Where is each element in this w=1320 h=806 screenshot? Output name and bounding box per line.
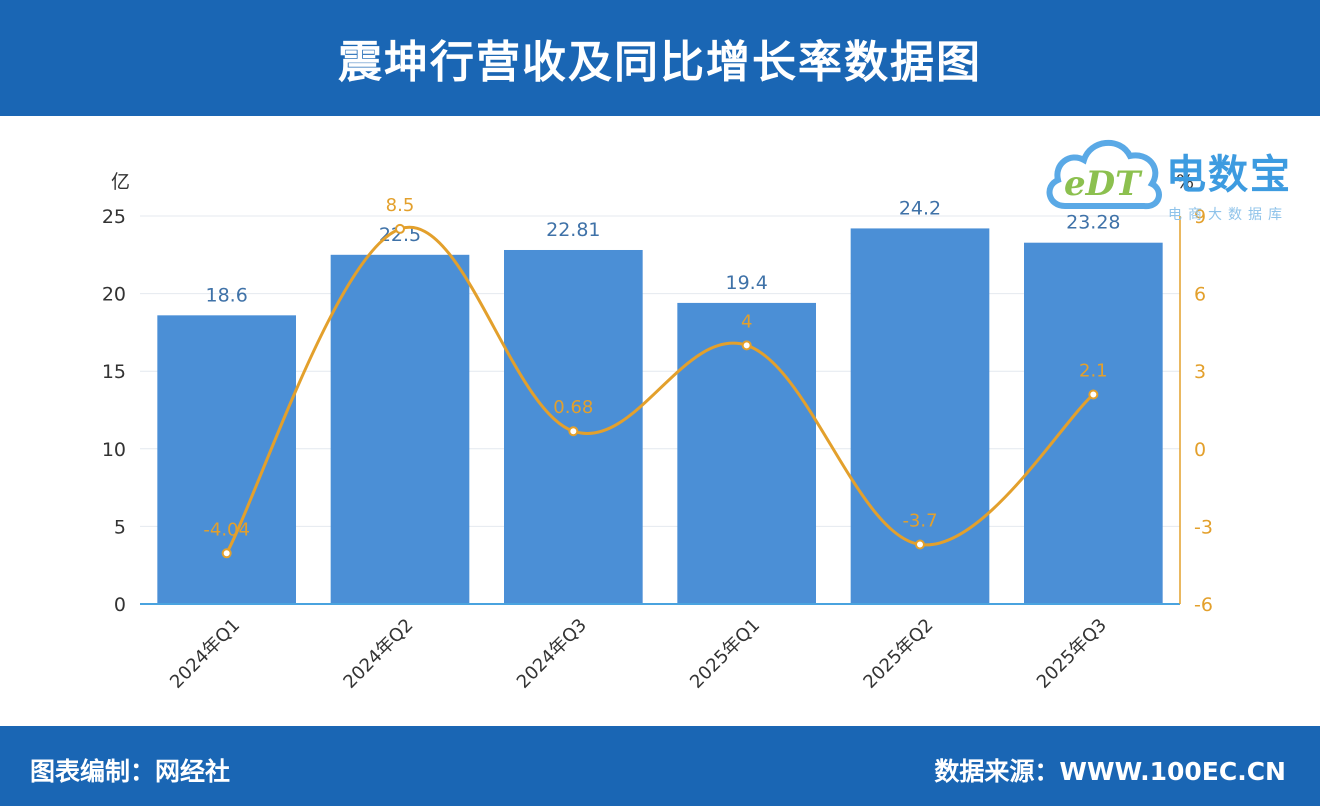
footer-credit: 图表编制：网经社 [30, 757, 231, 786]
bar-value-label: 22.81 [546, 219, 600, 241]
x-tick-label: 2024年Q3 [513, 615, 591, 693]
x-tick-label: 2024年Q2 [339, 615, 417, 693]
y-right-tick-label: 3 [1194, 361, 1206, 383]
y-right-tick-label: 6 [1194, 284, 1206, 306]
y-right-tick-label: -6 [1194, 594, 1213, 616]
bar [330, 254, 470, 605]
logo-name: 电数宝 [1166, 152, 1292, 198]
x-tick-label: 2025年Q3 [1033, 615, 1111, 693]
line-value-label: -3.7 [902, 511, 937, 532]
line-point [221, 548, 232, 559]
y-left-tick-label: 25 [102, 206, 126, 228]
bar [157, 315, 296, 604]
line-value-label: -4.04 [203, 519, 250, 540]
y-right-tick-label: -3 [1194, 516, 1213, 538]
bar-value-label: 22.5 [379, 224, 421, 246]
y-right-tick-label: 0 [1194, 439, 1206, 461]
footer-source: 数据来源：WWW.100EC.CN [934, 757, 1286, 786]
line-series [225, 225, 1095, 555]
y-left-unit-label: 亿 [111, 171, 130, 193]
logo: eDT 电数宝 电商大数据库 [1040, 124, 1310, 224]
y-right-tick-label: 9 [1194, 206, 1206, 228]
line-value-label: 2.1 [1079, 360, 1108, 381]
cloud-icon [1046, 139, 1162, 210]
bar [1024, 242, 1163, 604]
header-banner: 震坤行营收及同比增长率数据图 [0, 0, 1320, 116]
y-left-tick-label: 5 [114, 516, 126, 538]
y-left-tick-label: 10 [102, 439, 126, 461]
line-value-label: 8.5 [386, 195, 415, 216]
bar-value-label: 18.6 [206, 284, 248, 306]
y-left-tick-label: 0 [114, 594, 126, 616]
y-right-unit-label: % [1176, 171, 1194, 193]
x-tick-label: 2025年Q1 [686, 615, 764, 693]
footer-bar: 图表编制：网经社 数据来源：WWW.100EC.CN [0, 726, 1320, 806]
logo-mark: eDT [1064, 164, 1141, 204]
x-tick-label: 2025年Q2 [859, 615, 937, 693]
bar-value-label: 23.28 [1066, 212, 1120, 234]
y-left-tick-label: 15 [102, 361, 126, 383]
line-point [395, 223, 405, 234]
chart-title: 震坤行营收及同比增长率数据图 [338, 37, 982, 88]
logo-subtitle: 电商大数据库 [1168, 207, 1288, 223]
x-tick-label: 2024年Q1 [166, 615, 244, 693]
y-left-tick-label: 20 [102, 284, 126, 306]
line-point [741, 340, 752, 351]
combo-chart: 0 5 10 15 20 25 亿 -6 -3 0 3 6 9% 18.6 22.5 22.81 19.4 24.… [102, 171, 1213, 693]
bar-value-label: 24.2 [899, 197, 941, 219]
line-value-label: 0.68 [553, 397, 593, 418]
line-point [568, 426, 579, 437]
line-point [915, 539, 925, 550]
chart-area: 0 5 10 15 20 25 亿 -6 -3 0 3 6 9% 18.6 22.5 22.81 19.4 24.… [0, 116, 1320, 726]
line-point [1088, 389, 1099, 400]
bar-value-label: 19.4 [726, 272, 768, 294]
line-value-label: 4 [741, 311, 752, 332]
